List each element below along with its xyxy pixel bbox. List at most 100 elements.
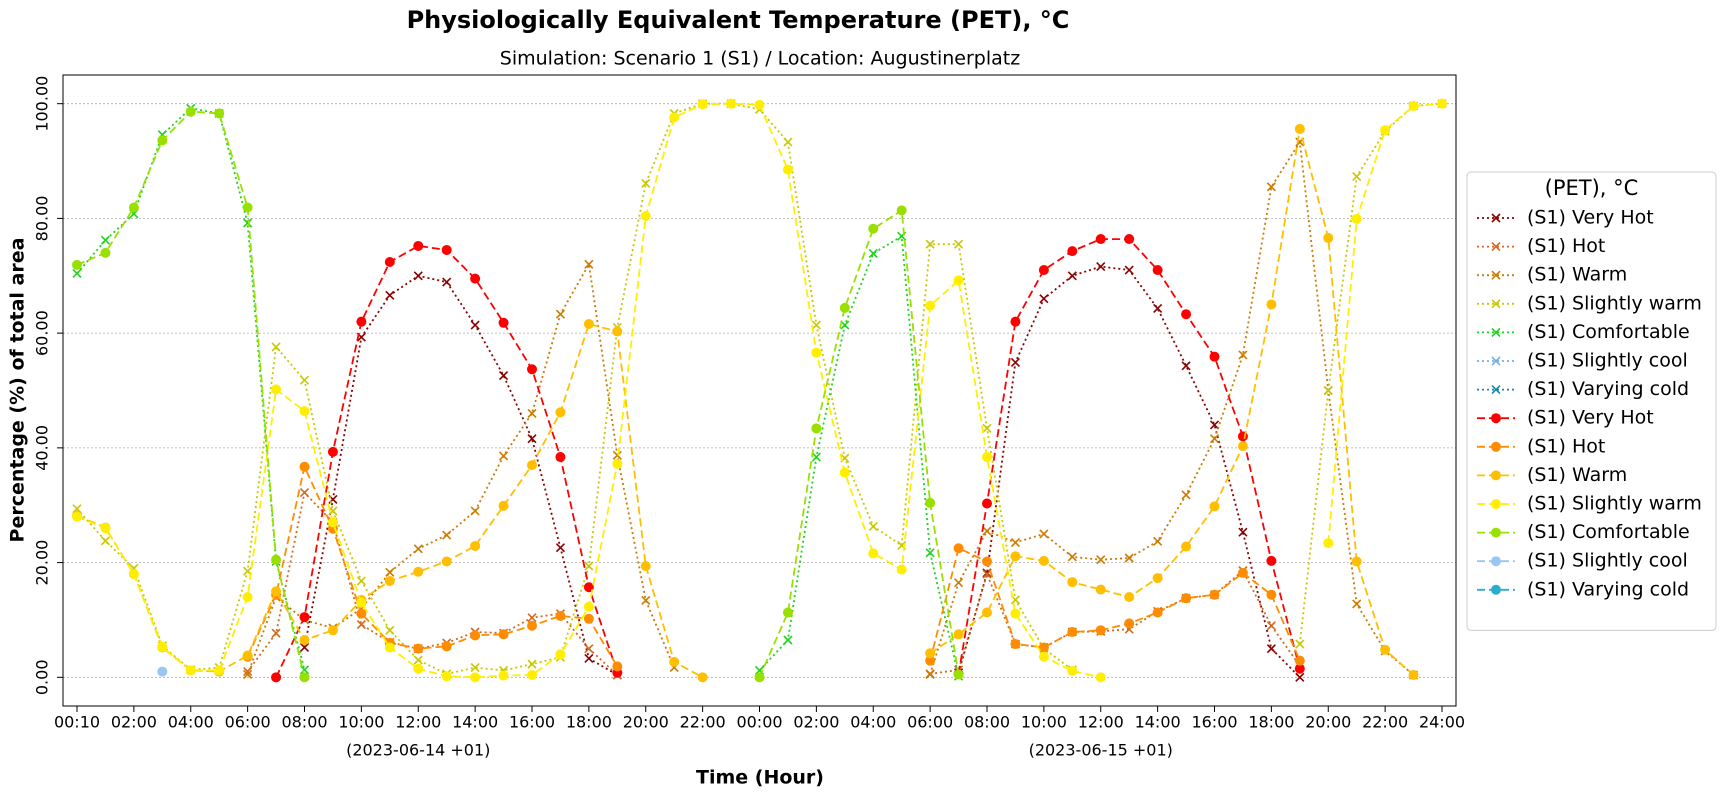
x-tick-label: 22:00 xyxy=(680,713,726,732)
marker-x xyxy=(271,628,281,638)
marker xyxy=(128,569,139,580)
marker xyxy=(1209,420,1220,430)
marker xyxy=(1209,501,1220,512)
legend: (PET), °C (S1) Very Hot (S1) Hot (S1) Warm (… xyxy=(1466,171,1717,631)
marker-x xyxy=(925,239,935,249)
y-axis-label: Percentage (%) of total area xyxy=(7,238,29,543)
marker xyxy=(1491,470,1501,481)
marker xyxy=(1491,527,1501,538)
marker xyxy=(100,247,111,258)
x-tick-label: 20:00 xyxy=(623,713,669,732)
marker-x xyxy=(1124,553,1134,563)
marker-x xyxy=(299,642,310,653)
x-tick-label: 08:00 xyxy=(964,713,1010,732)
marker xyxy=(1266,182,1276,192)
marker xyxy=(783,635,793,645)
marker xyxy=(72,511,82,522)
marker xyxy=(953,239,964,249)
marker xyxy=(271,554,282,565)
marker xyxy=(1038,265,1049,276)
marker xyxy=(157,666,168,677)
marker xyxy=(640,561,651,572)
marker xyxy=(413,240,424,251)
marker xyxy=(243,218,253,228)
legend-label: (S1) Slightly cool xyxy=(1527,350,1688,372)
marker xyxy=(896,564,907,575)
marker xyxy=(1095,625,1106,636)
marker xyxy=(299,375,310,385)
marker xyxy=(1124,618,1135,629)
marker xyxy=(271,384,282,395)
marker xyxy=(839,302,850,313)
x-tick-label: 06:00 xyxy=(225,713,271,732)
x-tick-label: 14:00 xyxy=(1135,713,1181,732)
marker xyxy=(925,655,936,666)
legend-box xyxy=(1466,171,1717,631)
marker xyxy=(1491,356,1501,366)
marker xyxy=(726,98,737,109)
marker xyxy=(527,460,537,471)
marker-x xyxy=(385,567,395,577)
y-tick-label: 80.00 xyxy=(33,196,52,242)
marker xyxy=(1010,639,1021,650)
marker-x xyxy=(470,320,480,330)
marker xyxy=(1491,556,1501,567)
marker-x xyxy=(584,644,594,654)
marker xyxy=(953,543,964,554)
marker xyxy=(185,106,196,117)
x-tick-label: 06:00 xyxy=(907,713,953,732)
marker-x xyxy=(1491,213,1501,223)
marker-x xyxy=(1010,537,1021,548)
marker-x xyxy=(811,320,821,330)
marker xyxy=(100,235,111,245)
marker xyxy=(271,586,282,597)
marker xyxy=(925,669,935,680)
marker xyxy=(1237,567,1248,578)
marker xyxy=(953,578,964,588)
plot-frame xyxy=(62,74,1457,707)
marker xyxy=(72,259,82,270)
x-tick-label: 10:00 xyxy=(1021,713,1067,732)
marker xyxy=(413,643,424,654)
marker xyxy=(1237,441,1248,452)
marker-x xyxy=(470,506,480,516)
marker xyxy=(356,597,367,608)
marker-x xyxy=(243,669,253,680)
marker-x xyxy=(442,277,452,287)
marker-x xyxy=(1153,536,1163,546)
marker xyxy=(1209,589,1220,600)
marker xyxy=(1067,552,1077,562)
legend-label: (S1) Varying cold xyxy=(1527,378,1689,400)
marker xyxy=(327,517,338,528)
marker xyxy=(1408,670,1419,681)
marker xyxy=(1266,644,1276,654)
legend-label: (S1) Warm xyxy=(1527,264,1627,286)
marker-x xyxy=(498,371,509,381)
legend-label: (S1) Varying cold xyxy=(1527,578,1689,600)
marker xyxy=(612,450,622,460)
marker xyxy=(754,672,765,683)
marker-x xyxy=(1491,356,1501,366)
x-tick-label: 10:00 xyxy=(338,713,384,732)
marker xyxy=(1209,351,1220,362)
marker-x xyxy=(1181,490,1191,500)
marker xyxy=(527,613,537,623)
marker-x xyxy=(1181,361,1191,371)
marker-x xyxy=(1039,529,1049,539)
marker xyxy=(555,610,566,621)
marker-x xyxy=(1323,385,1333,396)
marker xyxy=(498,451,509,461)
marker-x xyxy=(1124,265,1134,275)
marker xyxy=(1067,577,1078,588)
marker xyxy=(612,661,623,672)
legend-label: (S1) Slightly warm xyxy=(1527,292,1702,314)
marker xyxy=(1238,527,1248,537)
marker xyxy=(1181,593,1192,604)
x-sublabel: (2023-06-14 +01) xyxy=(346,741,490,760)
marker xyxy=(470,540,481,551)
marker xyxy=(697,99,708,110)
marker-x xyxy=(100,235,111,245)
x-tick-label: 04:00 xyxy=(168,713,214,732)
marker-x xyxy=(953,239,964,249)
marker xyxy=(612,458,623,469)
